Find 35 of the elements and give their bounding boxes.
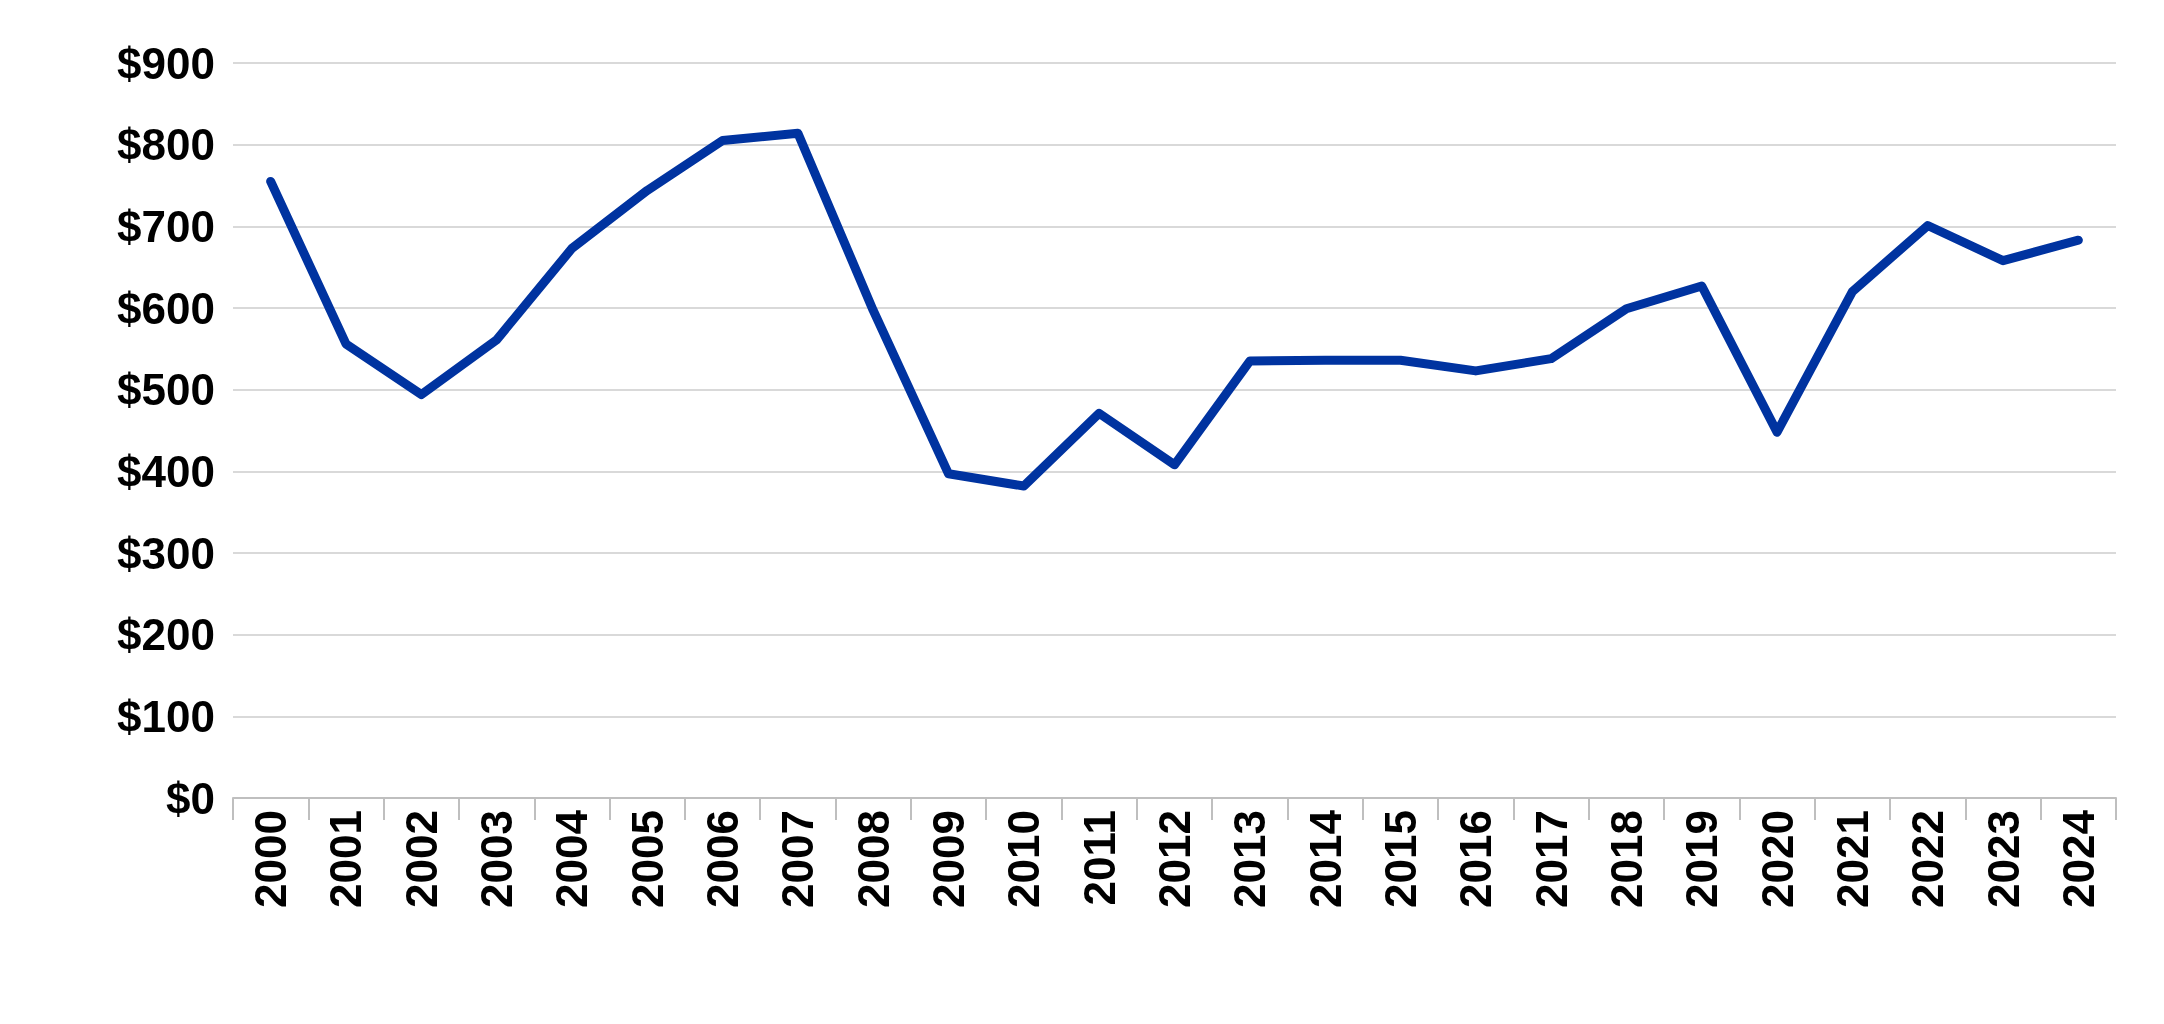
y-tick-label: $300 [117,528,215,578]
x-tick-label: 2021 [1827,810,1877,908]
x-tick-label: 2013 [1225,810,1275,908]
x-tick-label: 2023 [1978,810,2028,908]
x-tick-label: 2002 [396,810,446,908]
x-tick-label: 2004 [547,809,597,908]
x-tick-label: 2012 [1150,810,1199,908]
x-tick-label: 2008 [848,810,898,908]
x-tick-label: 2006 [698,810,748,908]
y-tick-label: $100 [117,691,215,741]
y-tick-label: $800 [117,120,215,170]
x-tick-label: 2011 [1074,810,1124,906]
x-tick-label: 2010 [999,810,1049,908]
x-tick-label: 2003 [472,810,522,908]
x-tick-label: 2000 [246,810,296,908]
x-tick-label: 2018 [1601,810,1651,908]
x-tick-label: 2019 [1677,810,1727,908]
x-tick-label: 2001 [321,810,371,908]
x-tick-label: 2022 [1903,810,1953,908]
x-tick-label: 2014 [1300,809,1350,908]
x-tick-label: 2016 [1451,810,1501,908]
x-tick-label: 2005 [622,810,672,908]
x-tick-label: 2009 [924,810,974,908]
x-tick-label: 2007 [773,810,823,908]
y-tick-label: $400 [117,446,215,496]
y-tick-label: $0 [166,773,215,823]
x-tick-label: 2020 [1752,810,1802,908]
y-tick-label: $700 [117,201,215,251]
y-tick-label: $600 [117,283,215,333]
y-tick-label: $500 [117,365,215,415]
y-tick-label: $900 [117,38,215,88]
y-tick-label: $200 [117,610,215,660]
x-tick-label: 2017 [1526,810,1576,908]
x-tick-label: 2024 [2053,809,2103,908]
x-tick-label: 2015 [1375,810,1425,908]
